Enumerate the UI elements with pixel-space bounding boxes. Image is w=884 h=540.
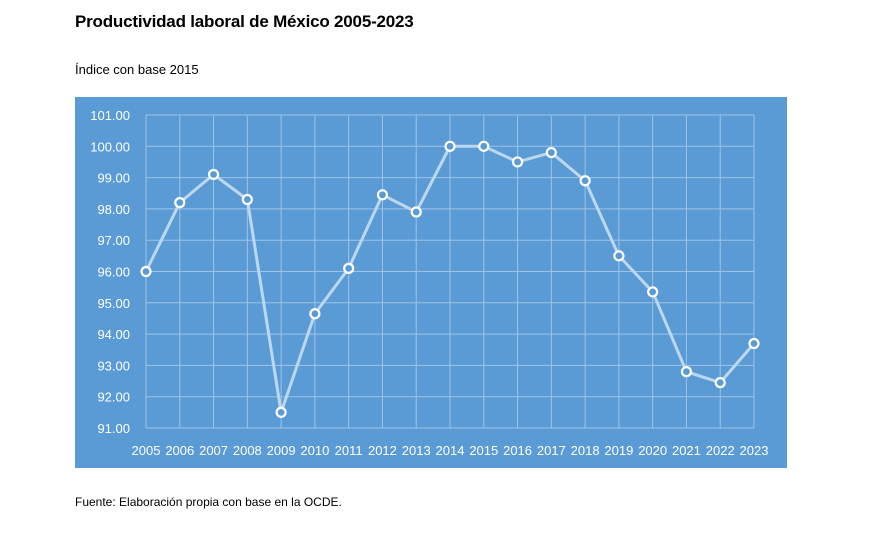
x-tick-label: 2010 (300, 443, 329, 458)
data-point (478, 140, 490, 152)
x-tick-label: 2022 (706, 443, 735, 458)
y-tick-label: 99.00 (97, 171, 130, 186)
chart-subtitle: Índice con base 2015 (75, 62, 199, 77)
chart-area: 91.00 92.00 93.00 94.00 95.00 96.00 97.00 98.00… (75, 97, 787, 468)
data-point (410, 206, 422, 218)
x-tick-label: 2009 (267, 443, 296, 458)
data-point (174, 197, 186, 209)
x-tick-label: 2014 (436, 443, 465, 458)
data-point (275, 406, 287, 418)
y-tick-label: 94.00 (97, 327, 130, 342)
data-point (647, 286, 659, 298)
x-tick-label: 2011 (335, 443, 363, 458)
data-point (714, 377, 726, 389)
y-tick-label: 98.00 (97, 202, 130, 217)
x-tick-label: 2020 (638, 443, 667, 458)
y-tick-label: 91.00 (97, 421, 130, 436)
data-point (343, 262, 355, 274)
x-tick-label: 2023 (740, 443, 769, 458)
x-tick-label: 2015 (469, 443, 498, 458)
x-tick-label: 2019 (604, 443, 633, 458)
x-tick-label: 2016 (503, 443, 532, 458)
x-tick-label: 2012 (368, 443, 397, 458)
x-tick-label: 2017 (537, 443, 566, 458)
data-point (207, 168, 220, 181)
y-tick-label: 96.00 (97, 265, 130, 280)
y-tick-label: 92.00 (97, 390, 130, 405)
data-point (680, 366, 693, 378)
x-tick-label: 2018 (571, 443, 600, 458)
y-tick-label: 100.00 (90, 139, 130, 154)
data-point (376, 189, 389, 201)
x-tick-label: 2021 (672, 443, 701, 458)
x-tick-label: 2013 (402, 443, 431, 458)
data-point (579, 175, 591, 187)
x-tick-label: 2008 (233, 443, 262, 458)
source-note: Fuente: Elaboración propia con base en l… (75, 495, 342, 509)
data-point (613, 250, 625, 262)
chart-title: Productividad laboral de México 2005-202… (75, 12, 414, 31)
data-point (748, 337, 760, 350)
y-tick-label: 95.00 (97, 296, 130, 311)
data-point (444, 140, 456, 152)
data-point (140, 265, 152, 278)
y-tick-label: 93.00 (97, 358, 130, 373)
y-tick-label: 101.00 (90, 108, 130, 123)
x-tick-label: 2006 (165, 443, 194, 458)
data-point (545, 146, 557, 159)
data-point (511, 156, 524, 168)
y-tick-label: 97.00 (97, 233, 130, 248)
x-tick-label: 2007 (199, 443, 228, 458)
line-chart: 91.00 92.00 93.00 94.00 95.00 96.00 97.00 98.00… (90, 108, 769, 458)
x-tick-label: 2005 (132, 443, 161, 458)
data-point (241, 193, 253, 206)
data-point (309, 308, 321, 320)
